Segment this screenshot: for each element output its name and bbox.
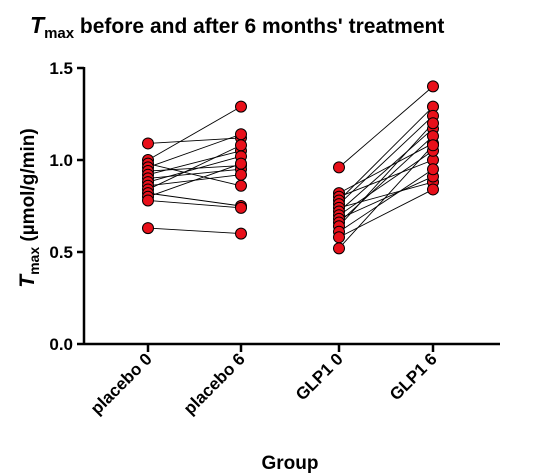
data-point [427,183,439,196]
connector-line [338,150,434,216]
x-tick-label: placebo 0 [87,349,156,418]
data-point [142,222,154,235]
title-subscript: max [44,25,75,42]
connector-line [147,200,242,209]
x-tick-label: GLP1 0 [292,349,347,404]
x-axis-title: Group [262,453,319,474]
data-point [235,201,247,214]
ylabel-rest: (µmol/g/min) [18,128,39,247]
connector-line [338,176,434,220]
connector-line [338,144,434,249]
x-tick-label: GLP1 6 [386,349,441,404]
svg-text:Tmax (µmol/g/min): Tmax (µmol/g/min) [16,128,42,287]
data-point [235,100,247,113]
connector-line [147,168,242,179]
data-point [235,227,247,240]
connector-lines [147,86,434,249]
connector-line [147,150,242,176]
y-tick-label: 1.5 [49,59,73,78]
y-tick-label: 1.0 [49,151,73,170]
connector-line [147,192,242,207]
data-points [142,80,439,255]
title-symbol: T [30,12,46,38]
data-point [235,128,247,141]
data-point [142,137,154,150]
connector-line [338,128,434,212]
connector-line [338,135,434,223]
data-point [427,80,439,93]
data-point [333,161,345,174]
connector-line [338,181,434,209]
data-point [235,139,247,152]
data-point [333,242,345,255]
data-point [427,139,439,152]
data-point [427,163,439,176]
connector-line [147,227,242,235]
y-tick-label: 0.0 [49,335,73,354]
y-tick-label: 0.5 [49,243,73,262]
connector-line [147,137,242,144]
connector-line [338,106,434,201]
connector-line [338,189,434,238]
data-point [235,157,247,170]
data-point [333,231,345,244]
connector-line [147,163,242,198]
data-point [427,117,439,130]
title-rest: before and after 6 months' treatment [74,15,444,38]
y-axis-title: Tmax (µmol/g/min) [16,128,42,287]
connector-line [338,86,434,168]
connector-line [147,155,242,183]
connector-line [147,163,242,187]
x-tick-labels: placebo 0 placebo 6 GLP1 0 GLP1 6 [87,349,441,418]
connector-line [147,144,242,190]
connector-line [338,122,434,227]
connector-line [147,106,242,161]
connector-line [147,165,242,172]
chart-title: Tmax before and after 6 months' treatmen… [30,12,444,42]
data-point [235,168,247,181]
connector-line [338,168,434,233]
connector-line [147,133,242,168]
ylabel-subscript: max [26,247,42,275]
connector-line [338,159,434,198]
axes [77,66,500,352]
x-tick-label: placebo 6 [180,349,249,418]
data-point [235,179,247,192]
ylabel-symbol: T [16,273,39,288]
y-tick-labels: 0.0 0.5 1.0 1.5 [49,59,73,354]
data-point [142,194,154,207]
connector-line [338,115,434,205]
